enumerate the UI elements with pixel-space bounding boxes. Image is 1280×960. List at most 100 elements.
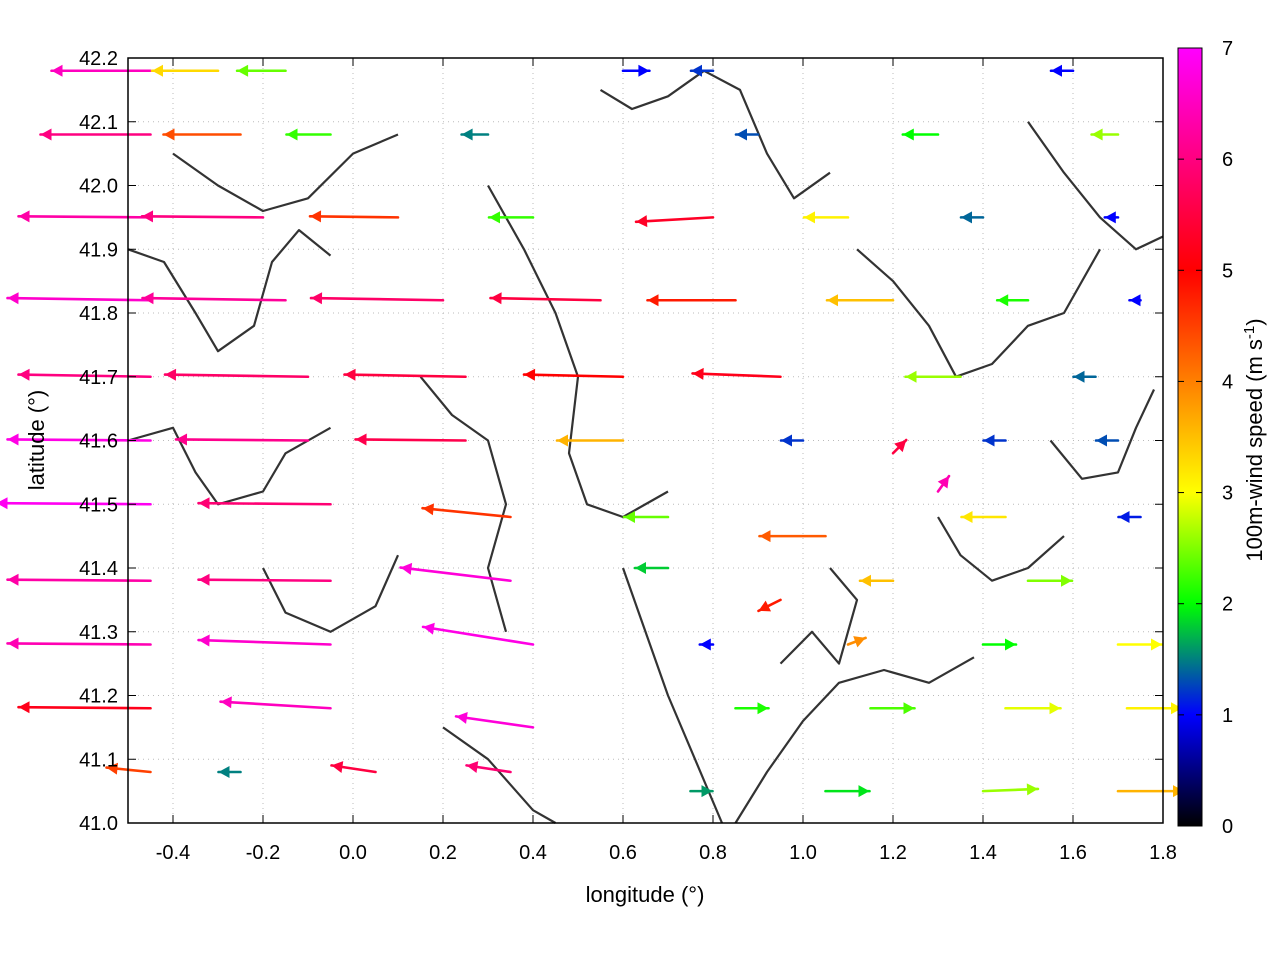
wind-vector <box>174 433 310 446</box>
colorbar-tick-label: 1 <box>1222 705 1233 727</box>
wind-vector-shaft <box>6 578 152 583</box>
wind-vector <box>1004 702 1062 715</box>
contour-line <box>262 554 400 633</box>
wind-vector-shaft <box>309 296 445 302</box>
wind-vector-head <box>423 622 435 635</box>
wind-vector <box>1117 511 1142 523</box>
wind-vector-head <box>804 211 815 224</box>
wind-vector-head <box>636 215 648 228</box>
wind-vector-head <box>691 64 702 77</box>
wind-vector <box>689 64 715 77</box>
colorbar-ticks: 0 1 2 3 4 5 6 7 <box>1178 38 1233 838</box>
wind-vector <box>0 497 152 510</box>
wind-vector <box>197 634 332 647</box>
colorbar-title: 100m-wind speed (m s-1) <box>1241 318 1267 561</box>
wind-vector-head <box>759 530 771 543</box>
y-tick-label: 41.6 <box>79 431 118 453</box>
wind-vector <box>1128 294 1142 307</box>
wind-vector-shaft <box>399 566 512 583</box>
wind-vector-head <box>1091 128 1103 141</box>
contour-line <box>599 69 831 200</box>
wind-vector-head <box>1005 638 1016 651</box>
wind-vector-head <box>1171 702 1182 715</box>
contour-line <box>779 567 859 665</box>
wind-vector-head <box>7 292 19 305</box>
wind-vector-head <box>198 497 210 510</box>
wind-vector <box>936 474 951 493</box>
wind-vector-head <box>489 211 500 224</box>
x-tick-label: 1.6 <box>1059 842 1087 864</box>
wind-vector <box>1116 638 1164 651</box>
wind-vector <box>1103 211 1120 224</box>
wind-vector <box>162 128 242 141</box>
contour-line <box>937 516 1065 582</box>
wind-vector <box>343 368 467 381</box>
wind-vector <box>197 497 332 510</box>
wind-vector-head <box>701 785 713 798</box>
wind-vector <box>689 785 714 798</box>
colorbar-tick-label: 5 <box>1222 260 1233 282</box>
wind-vector <box>846 636 867 648</box>
wind-vector <box>487 211 535 224</box>
wind-vector-head <box>736 128 747 141</box>
wind-vector-head <box>635 562 646 574</box>
wind-vector <box>734 702 770 715</box>
wind-vector-head <box>331 761 344 773</box>
wind-vector <box>150 64 220 77</box>
wind-vector-head <box>858 785 870 798</box>
wind-vector-shaft <box>489 296 602 302</box>
wind-vector <box>901 128 940 141</box>
wind-vector <box>489 292 602 305</box>
wind-vector <box>757 598 782 613</box>
x-tick-label: 0.8 <box>699 842 727 864</box>
wind-vector <box>825 294 895 307</box>
wind-vector <box>734 128 760 141</box>
wind-vector-head <box>937 476 949 489</box>
wind-vector <box>621 64 651 77</box>
wind-vector-head <box>163 128 175 141</box>
wind-vector-shaft <box>17 214 152 219</box>
wind-vector <box>891 438 908 455</box>
wind-vector <box>421 503 512 519</box>
wind-vector-head <box>853 636 866 648</box>
wind-vector-shaft <box>691 372 782 379</box>
wind-vector-shaft <box>6 642 152 646</box>
wind-vector-head <box>400 562 413 575</box>
wind-vector <box>308 210 400 223</box>
wind-vector-head <box>310 210 322 223</box>
wind-vector-head <box>961 511 973 523</box>
wind-vector-head <box>1049 702 1061 715</box>
contour-line <box>1027 121 1164 251</box>
wind-vector-head <box>142 292 154 305</box>
x-tick-label: -0.4 <box>156 842 190 864</box>
wind-vector-head <box>757 702 769 715</box>
contour-line <box>127 229 332 353</box>
wind-vector-head <box>142 210 154 223</box>
colorbar-title-end: ) <box>1242 318 1267 325</box>
wind-vector <box>1072 370 1097 383</box>
wind-vector <box>6 292 152 305</box>
y-tick-label: 41.4 <box>79 558 118 580</box>
axis-ticks: -0.4 -0.2 0.0 0.2 0.4 0.6 0.8 1.0 1.2 1.4 1.6 1.8 41… <box>79 48 1177 864</box>
wind-vector <box>858 574 895 587</box>
wind-vector <box>454 711 535 729</box>
y-tick-label: 41.2 <box>79 686 118 708</box>
colorbar-title-main: 100m-wind speed (m s <box>1242 339 1267 562</box>
wind-vector-head <box>557 434 568 447</box>
colorbar-tick-label: 3 <box>1222 483 1233 505</box>
y-tick-label: 41.8 <box>79 303 118 325</box>
wind-vector-head <box>18 368 30 381</box>
y-tick-label: 42.2 <box>79 48 118 70</box>
wind-vector <box>758 530 827 543</box>
wind-vector-head <box>198 634 210 647</box>
contour-line <box>1049 389 1155 480</box>
wind-vector-head <box>1151 638 1162 651</box>
x-tick-label: 1.4 <box>969 842 997 864</box>
wind-vector <box>1125 702 1184 715</box>
wind-vector-head <box>903 702 915 715</box>
wind-vector-head <box>997 294 1009 307</box>
wind-vector <box>6 433 152 446</box>
wind-vector <box>399 562 512 583</box>
colorbar-title-sup: -1 <box>1241 326 1258 339</box>
